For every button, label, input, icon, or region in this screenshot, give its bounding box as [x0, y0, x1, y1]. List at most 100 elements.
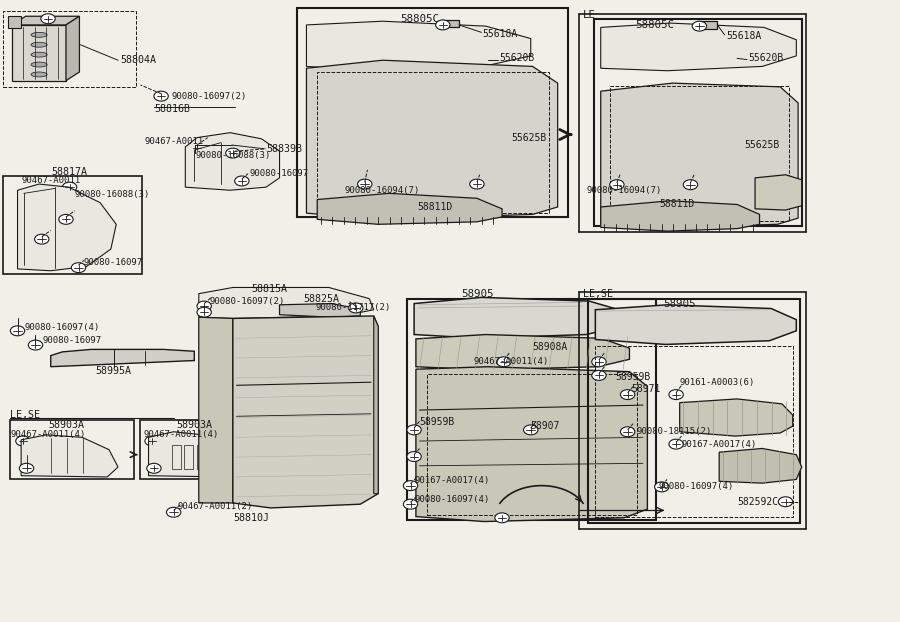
Text: 58805C: 58805C [634, 20, 674, 30]
Text: 55618A: 55618A [726, 31, 761, 41]
Bar [298, 7, 569, 217]
Polygon shape [199, 287, 374, 318]
Polygon shape [600, 201, 760, 231]
Polygon shape [680, 399, 793, 436]
Text: 55618A: 55618A [482, 29, 518, 39]
Text: 58905: 58905 [663, 299, 696, 309]
Circle shape [669, 439, 683, 449]
Circle shape [357, 179, 372, 189]
Text: 90080-16097(4): 90080-16097(4) [658, 482, 734, 491]
Circle shape [62, 182, 77, 192]
Polygon shape [755, 175, 802, 210]
Polygon shape [185, 132, 280, 190]
Bar [197, 445, 206, 469]
Text: 90080-16094(7): 90080-16094(7) [587, 186, 662, 195]
Polygon shape [416, 335, 629, 370]
Text: 58811D: 58811D [418, 202, 453, 212]
Circle shape [407, 425, 421, 435]
Text: 58811D: 58811D [659, 200, 694, 210]
Polygon shape [416, 367, 647, 521]
Circle shape [436, 20, 450, 30]
Circle shape [147, 463, 161, 473]
Ellipse shape [31, 52, 47, 57]
Text: 90467-A0011: 90467-A0011 [21, 177, 80, 185]
Polygon shape [280, 304, 360, 317]
Text: 58959B: 58959B [615, 371, 651, 382]
Polygon shape [374, 316, 378, 494]
Circle shape [470, 179, 484, 189]
Text: 55625B: 55625B [511, 132, 546, 142]
Bar [11, 420, 134, 480]
Text: 90080-18115(2): 90080-18115(2) [636, 427, 712, 436]
Circle shape [592, 371, 606, 380]
Circle shape [58, 215, 73, 225]
Text: 90080-16097: 90080-16097 [84, 258, 143, 267]
Polygon shape [233, 316, 378, 508]
Circle shape [620, 389, 634, 399]
Text: 55625B: 55625B [744, 140, 779, 150]
Bar [317, 72, 549, 213]
Bar [589, 299, 800, 522]
Text: 90080-16097: 90080-16097 [250, 169, 309, 178]
Circle shape [19, 463, 33, 473]
Circle shape [235, 176, 249, 186]
Text: 90167-A0017(4): 90167-A0017(4) [681, 440, 757, 448]
Text: LE: LE [583, 10, 596, 20]
Text: 58908A: 58908A [533, 342, 568, 352]
Ellipse shape [31, 42, 47, 47]
Text: 90080-16088(3): 90080-16088(3) [75, 190, 150, 199]
Polygon shape [199, 317, 233, 503]
Polygon shape [306, 60, 558, 220]
Circle shape [166, 508, 181, 518]
Bar [4, 11, 136, 87]
Circle shape [524, 425, 538, 435]
Text: 55620B: 55620B [500, 53, 535, 63]
Text: 58903A: 58903A [48, 420, 84, 430]
Polygon shape [600, 23, 796, 71]
Text: 90080-16094(7): 90080-16094(7) [344, 186, 419, 195]
Polygon shape [13, 25, 66, 81]
Circle shape [620, 427, 634, 437]
Polygon shape [13, 16, 79, 25]
Text: 58903A: 58903A [176, 420, 212, 430]
Circle shape [40, 14, 55, 24]
Circle shape [403, 499, 418, 509]
Polygon shape [317, 193, 502, 225]
Circle shape [609, 180, 624, 190]
Bar [594, 19, 802, 226]
Circle shape [11, 326, 24, 336]
Circle shape [226, 148, 240, 158]
Ellipse shape [31, 62, 47, 67]
Text: 58825A: 58825A [303, 294, 339, 304]
Text: 58805C: 58805C [400, 14, 440, 24]
Circle shape [495, 513, 509, 522]
Text: 58971: 58971 [631, 384, 661, 394]
Text: LE,SE: LE,SE [583, 289, 613, 299]
Polygon shape [50, 350, 194, 367]
Circle shape [197, 301, 211, 311]
Circle shape [190, 142, 204, 152]
Bar [427, 374, 636, 516]
Polygon shape [719, 448, 802, 483]
Text: 58995A: 58995A [95, 366, 131, 376]
Text: 90467-A0011(4): 90467-A0011(4) [473, 357, 549, 366]
Text: LE,SE: LE,SE [11, 410, 40, 420]
Text: 90080-16097(4): 90080-16097(4) [24, 323, 100, 332]
Bar [609, 86, 789, 221]
Text: 90080-16097(2): 90080-16097(2) [172, 91, 248, 101]
Circle shape [28, 340, 42, 350]
Text: 90080-16097(2): 90080-16097(2) [210, 297, 284, 305]
Text: 58905: 58905 [461, 289, 493, 299]
Text: 58815A: 58815A [251, 284, 287, 294]
Text: 58804A: 58804A [121, 55, 157, 65]
Circle shape [34, 234, 49, 244]
Circle shape [154, 91, 168, 101]
Polygon shape [306, 21, 531, 71]
Text: 90080-16097(4): 90080-16097(4) [414, 494, 490, 504]
Polygon shape [596, 305, 796, 345]
Polygon shape [66, 16, 79, 81]
Text: 55620B: 55620B [748, 53, 783, 63]
Text: 90080-16097: 90080-16097 [42, 337, 102, 345]
Text: 582592C: 582592C [737, 497, 778, 507]
Circle shape [497, 357, 511, 367]
